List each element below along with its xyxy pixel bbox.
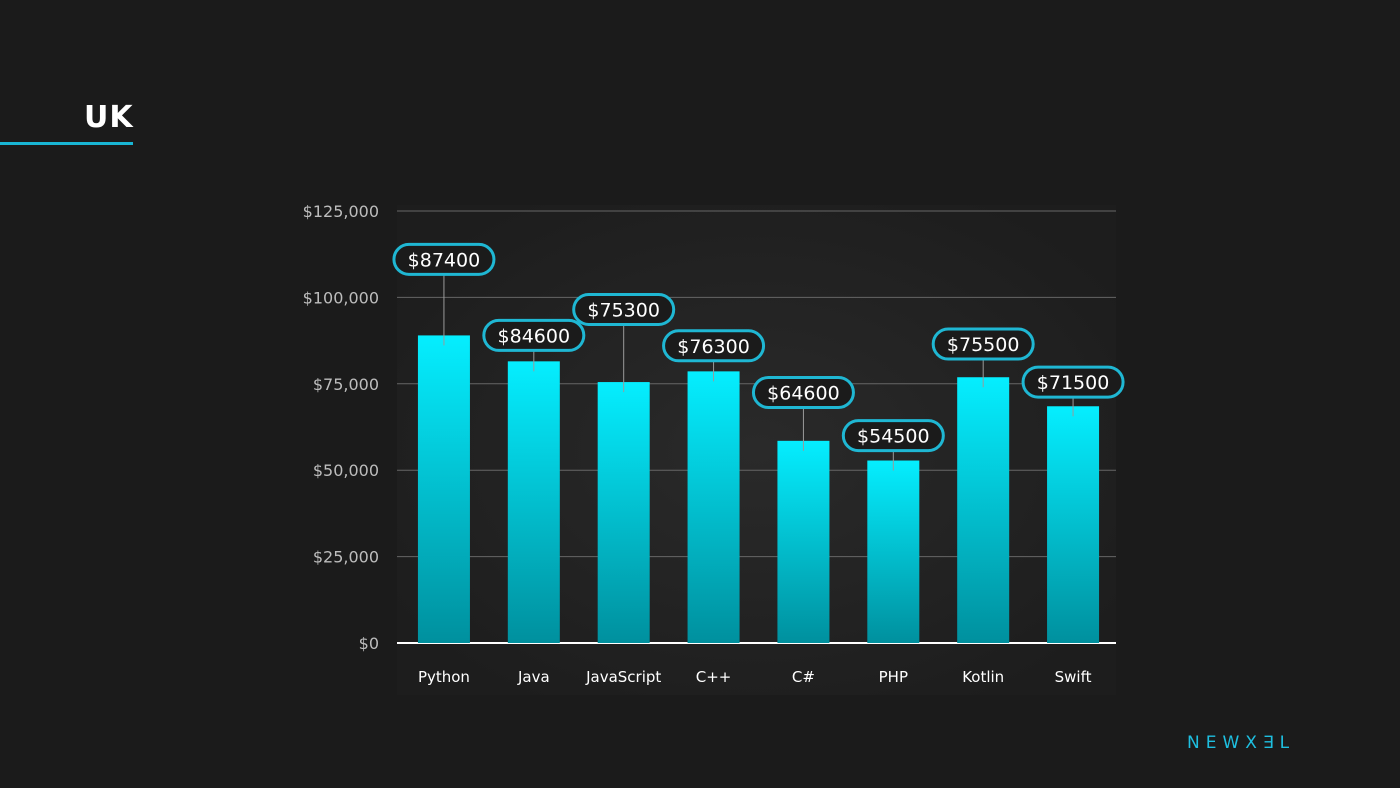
data-label-pill (662, 329, 766, 363)
x-tick-label: Kotlin (962, 668, 1004, 686)
bar-c- (687, 371, 740, 643)
x-tick-label: Python (418, 668, 470, 686)
y-tick-label: $50,000 (313, 461, 379, 480)
y-tick-label: $0 (359, 634, 379, 653)
bar-swift (1047, 406, 1100, 643)
data-label-pill (482, 318, 586, 352)
title-underline (0, 142, 133, 145)
x-tick-label: Java (517, 668, 550, 686)
x-tick-label: Swift (1055, 668, 1092, 686)
data-label-pill (931, 327, 1035, 361)
x-tick-label: C# (792, 668, 815, 686)
y-tick-label: $100,000 (303, 288, 379, 307)
y-tick-label: $75,000 (313, 375, 379, 394)
bar-c- (777, 440, 830, 643)
x-tick-label: PHP (879, 668, 908, 686)
x-tick-label: JavaScript (585, 668, 661, 686)
data-label: $76300 (677, 336, 750, 358)
data-label: $54500 (857, 426, 930, 448)
data-label: $84600 (498, 325, 571, 347)
data-label: $75500 (947, 334, 1020, 356)
bar-javascript (597, 382, 650, 643)
data-label-pill (392, 242, 496, 276)
bar-php (867, 460, 920, 643)
y-tick-label: $125,000 (303, 202, 379, 221)
bar-kotlin (957, 377, 1010, 643)
page-title: UK (84, 100, 134, 135)
data-label: $64600 (767, 382, 840, 404)
data-label: $75300 (587, 299, 660, 321)
bar-java (507, 361, 560, 643)
y-tick-label: $25,000 (313, 548, 379, 567)
data-label: $71500 (1037, 372, 1110, 394)
data-label: $87400 (408, 249, 481, 271)
data-label-pill (751, 375, 855, 409)
data-label-pill (841, 419, 945, 453)
x-tick-label: C++ (696, 668, 732, 686)
data-label-pill (572, 292, 676, 326)
data-label-pill (1021, 365, 1125, 399)
brand-logo: NEWX∃L (1187, 733, 1296, 753)
bar-python (417, 335, 470, 643)
